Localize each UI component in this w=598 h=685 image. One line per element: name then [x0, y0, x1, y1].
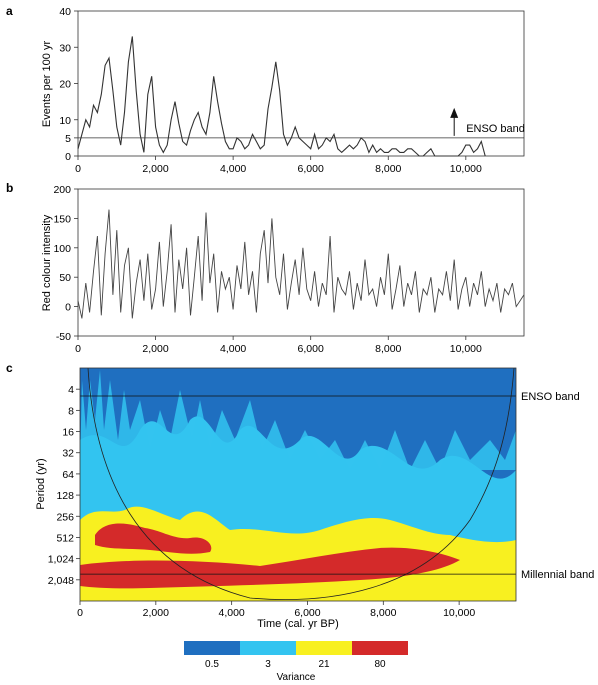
panel-b-series-line [77, 209, 525, 319]
wavelet-level-3-upper [80, 370, 516, 470]
y-tick-label: 512 [56, 532, 74, 544]
colorbar: 0.5 3 21 80 Variance [184, 641, 408, 683]
x-tick-label: 10,000 [443, 607, 475, 619]
x-tick-label: 8,000 [375, 343, 401, 355]
millennial-band-label: Millennial band [521, 569, 594, 581]
cone-of-influence [87, 368, 515, 600]
y-tick-label: 32 [62, 448, 74, 460]
y-tick-label: 0 [65, 302, 71, 314]
x-tick-label: 8,000 [370, 607, 396, 619]
y-tick-label: 4 [68, 384, 74, 396]
y-tick-label: 5 [65, 133, 71, 145]
x-tick-label: 2,000 [142, 343, 168, 355]
panel-b-letter: b [6, 181, 13, 195]
y-tick-label: -50 [56, 331, 71, 343]
panel-c-xlabel: Time (cal. yr BP) [257, 618, 339, 630]
panel-a-xticks: 0 2,000 4,000 6,000 8,000 10,000 [75, 156, 482, 175]
wavelet-level-80-a [95, 523, 212, 554]
panel-a-yticks: 0 5 10 20 30 40 [59, 6, 78, 163]
colorbar-title: Variance [277, 672, 316, 683]
colorbar-level-1: 0.5 [205, 659, 219, 670]
colorbar-swatch-dark-blue [184, 641, 240, 655]
panel-a-ylabel: Events per 100 yr [41, 41, 53, 128]
y-tick-label: 50 [59, 272, 71, 284]
x-tick-label: 2,000 [142, 163, 168, 175]
panel-a-letter: a [6, 4, 13, 18]
enso-arrow-head [450, 107, 459, 118]
y-tick-label: 64 [62, 469, 74, 481]
panel-c-letter: c [6, 361, 13, 375]
x-tick-label: 6,000 [298, 163, 324, 175]
wavelet-level-80-b [80, 547, 460, 589]
y-tick-label: 30 [59, 42, 71, 54]
panel-a: Events per 100 yr 0 5 10 20 30 40 0 2,000 4,000… [41, 6, 525, 175]
panel-c-frame [79, 367, 517, 602]
panel-b: Red colour intensity -50 0 50 100 150 200 0 2,… [41, 184, 525, 355]
colorbar-level-4: 80 [374, 659, 386, 670]
y-tick-label: 10 [59, 115, 71, 127]
x-tick-label: 4,000 [220, 343, 246, 355]
x-tick-label: 2,000 [143, 607, 169, 619]
panel-b-frame [77, 188, 525, 337]
colorbar-level-2: 3 [265, 659, 271, 670]
y-tick-label: 256 [56, 511, 74, 523]
y-tick-label: 20 [59, 79, 71, 91]
x-tick-label: 10,000 [450, 163, 482, 175]
x-tick-label: 4,000 [220, 163, 246, 175]
y-tick-label: 1,024 [48, 554, 74, 566]
panel-a-series-line [77, 36, 486, 157]
x-tick-label: 0 [75, 163, 81, 175]
y-tick-label: 200 [53, 184, 71, 196]
y-tick-label: 128 [56, 490, 74, 502]
y-tick-label: 8 [68, 405, 74, 417]
x-tick-label: 6,000 [298, 343, 324, 355]
x-tick-label: 0 [77, 607, 83, 619]
y-tick-label: 40 [59, 6, 71, 18]
y-tick-label: 2,048 [48, 575, 74, 587]
enso-band-annotation-a: ENSO band [466, 123, 525, 135]
y-tick-label: 100 [53, 243, 71, 255]
panel-b-ylabel: Red colour intensity [41, 214, 53, 311]
x-tick-label: 0 [75, 343, 81, 355]
x-tick-label: 8,000 [375, 163, 401, 175]
enso-band-label: ENSO band [521, 391, 580, 403]
x-tick-label: 6,000 [294, 607, 320, 619]
y-tick-label: 16 [62, 427, 74, 439]
y-tick-label: 150 [53, 213, 71, 225]
panel-b-yticks: -50 0 50 100 150 200 [53, 184, 78, 343]
panel-b-xticks: 0 2,000 4,000 6,000 8,000 10,000 [75, 336, 482, 355]
colorbar-swatch-light-blue [240, 641, 296, 655]
panel-c-xticks: 0 2,000 4,000 6,000 8,000 10,000 [77, 601, 475, 619]
panel-c-ylabel: Period (yr) [35, 458, 47, 509]
colorbar-level-3: 21 [318, 659, 330, 670]
wavelet-power-map [80, 368, 516, 601]
colorbar-swatch-red [352, 641, 408, 655]
y-tick-label: 0 [65, 151, 71, 163]
panel-c: Period (yr) 481632641282565121,0242,048 … [35, 367, 594, 630]
panel-c-yticks: 4 8 16 32 64 128 256 512 1,024 2,048 [48, 384, 80, 587]
colorbar-swatch-yellow [296, 641, 352, 655]
x-tick-label: 4,000 [219, 607, 245, 619]
x-tick-label: 10,000 [450, 343, 482, 355]
enso-arrow [450, 107, 459, 136]
